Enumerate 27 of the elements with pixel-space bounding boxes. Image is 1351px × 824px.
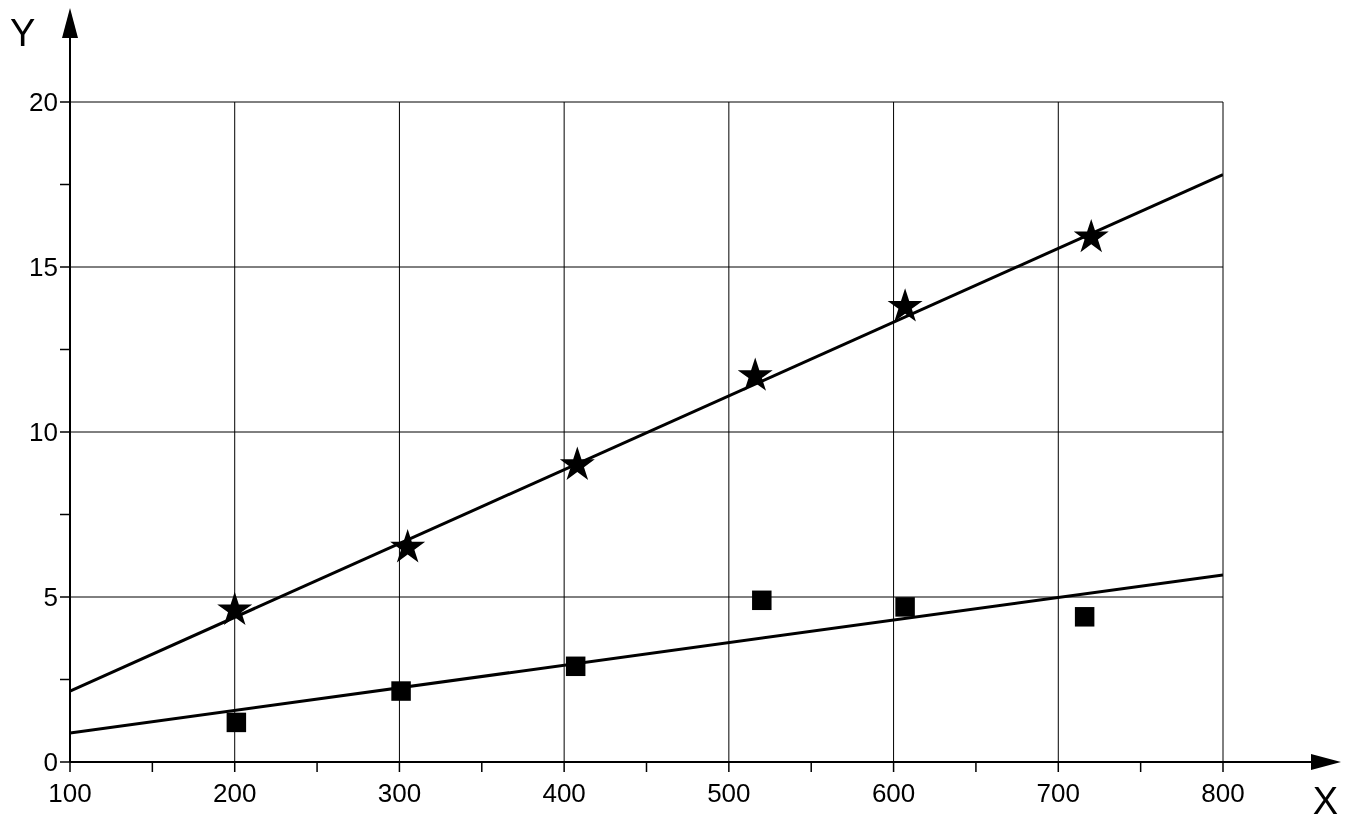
x-tick-label: 300	[377, 778, 422, 809]
x-tick-label: 600	[871, 778, 916, 809]
point	[226, 712, 247, 733]
point	[390, 529, 426, 563]
point	[217, 591, 253, 626]
x-tick-label: 400	[542, 778, 586, 809]
point	[1073, 218, 1109, 253]
y-tick-label: 20	[29, 87, 58, 118]
x-tick-label: 700	[1036, 778, 1080, 809]
y-tick-label: 15	[29, 252, 58, 283]
x-tick-label: 100	[48, 778, 92, 809]
point	[895, 597, 915, 617]
x-axis-title: X	[1312, 780, 1338, 822]
x-tick-label: 200	[213, 778, 257, 809]
point	[752, 590, 772, 611]
point	[737, 357, 773, 391]
y-axis-title: Y	[10, 12, 36, 54]
y-tick-label: 0	[43, 747, 58, 778]
y-tick-label: 5	[43, 582, 58, 613]
point	[391, 681, 411, 701]
point	[887, 288, 923, 322]
point	[559, 446, 595, 480]
x-tick-label: 500	[707, 778, 751, 809]
x-tick-label: 800	[1201, 778, 1245, 809]
point	[1074, 607, 1095, 627]
point	[565, 656, 586, 677]
y-tick-label: 10	[29, 417, 58, 448]
